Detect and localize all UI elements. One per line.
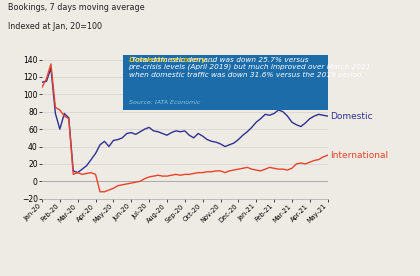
Text: Indexed at Jan, 20=100: Indexed at Jan, 20=100 (8, 22, 102, 31)
Text: Domestic: Domestic (330, 112, 373, 121)
Text: Bookings, 7 days moving average: Bookings, 7 days moving average (8, 3, 145, 12)
Text: International: International (330, 151, 388, 160)
